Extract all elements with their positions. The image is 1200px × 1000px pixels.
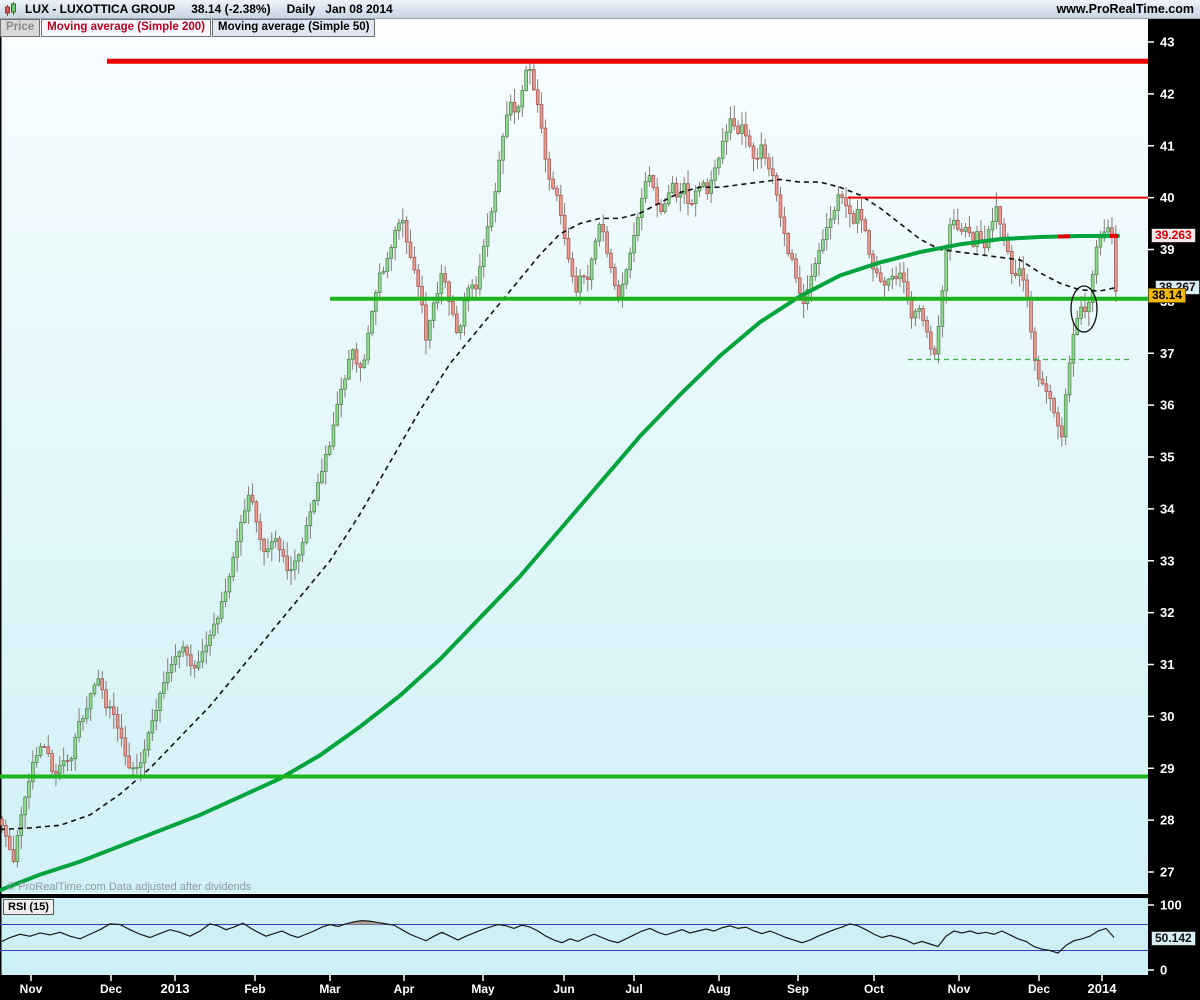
y-axis-label: 37	[1160, 346, 1174, 361]
x-axis-label: Dec	[1028, 982, 1050, 996]
axis-background[interactable]	[0, 18, 1200, 1000]
y-axis-label: 31	[1160, 657, 1174, 672]
y-axis-label: 29	[1160, 761, 1174, 776]
x-axis-label: Sep	[787, 982, 809, 996]
x-axis-label: Jun	[553, 982, 574, 996]
copyright-note: © ProRealTime.com Data adjusted after di…	[7, 881, 252, 893]
y-axis-label: 40	[1160, 190, 1174, 205]
y-axis-label: 39	[1160, 242, 1174, 257]
y-axis-label: 28	[1160, 813, 1174, 828]
y-axis-label: 32	[1160, 605, 1174, 620]
x-axis-label: Feb	[244, 982, 265, 996]
x-axis-label: 2013	[161, 981, 190, 996]
y-axis-label: 41	[1160, 138, 1174, 153]
last-quote: 38.14 (-2.38%)	[191, 2, 271, 16]
rsi-axis-label: 0	[1160, 963, 1167, 978]
x-axis-label: 2014	[1088, 981, 1118, 996]
y-axis-label: 33	[1160, 553, 1174, 568]
x-axis-label: Apr	[394, 982, 415, 996]
rsi-indicator	[0, 919, 1148, 954]
rsi-value-tag: 50.142	[1151, 931, 1196, 946]
title-bar: LUX - LUXOTTICA GROUP 38.14 (-2.38%) Dai…	[0, 0, 1200, 19]
symbol-title: LUX - LUXOTTICA GROUP	[25, 2, 176, 16]
date-label: Jan 08 2014	[325, 2, 393, 16]
x-axis-label: Jul	[625, 982, 642, 996]
axis-labels: 43424140393837363534333231302928271000No…	[20, 35, 1182, 997]
website-label: www.ProRealTime.com	[1056, 2, 1194, 16]
y-axis-label: 43	[1160, 35, 1174, 50]
ellipse-annotation	[1070, 285, 1098, 333]
indicator-tab-bar: Price Moving average (Simple 200) Moving…	[0, 19, 1148, 37]
last-price-tag: 38.14	[1148, 288, 1187, 303]
y-axis-label: 35	[1160, 450, 1174, 465]
y-axis-label: 36	[1160, 398, 1174, 413]
y-axis-label: 34	[1160, 501, 1175, 516]
candlestick-logo-icon	[5, 2, 16, 16]
horizontal-level-lines	[0, 58, 1148, 779]
x-axis-label: Nov	[20, 982, 43, 996]
ma200-value-tag: 39.263	[1151, 228, 1196, 243]
x-axis-label: May	[471, 982, 495, 996]
chart-panes	[0, 37, 1148, 975]
tab-rsi[interactable]: RSI (15)	[3, 899, 54, 915]
x-axis-label: Oct	[864, 982, 884, 996]
y-axis-label: 27	[1160, 865, 1174, 880]
y-axis-label: 30	[1160, 709, 1174, 724]
timeframe-label: Daily	[286, 2, 316, 16]
x-axis-label: Mar	[319, 982, 341, 996]
tab-moving-average-50[interactable]: Moving average (Simple 50)	[212, 19, 376, 37]
moving-average-lines	[0, 178, 1120, 893]
rsi-axis-label: 100	[1160, 898, 1182, 913]
y-axis-label: 42	[1160, 86, 1174, 101]
x-axis-label: Aug	[707, 982, 730, 996]
tab-moving-average-200[interactable]: Moving average (Simple 200)	[41, 19, 212, 37]
x-axis-label: Dec	[100, 982, 122, 996]
x-axis-label: Nov	[948, 982, 971, 996]
tab-price[interactable]: Price	[0, 19, 41, 37]
